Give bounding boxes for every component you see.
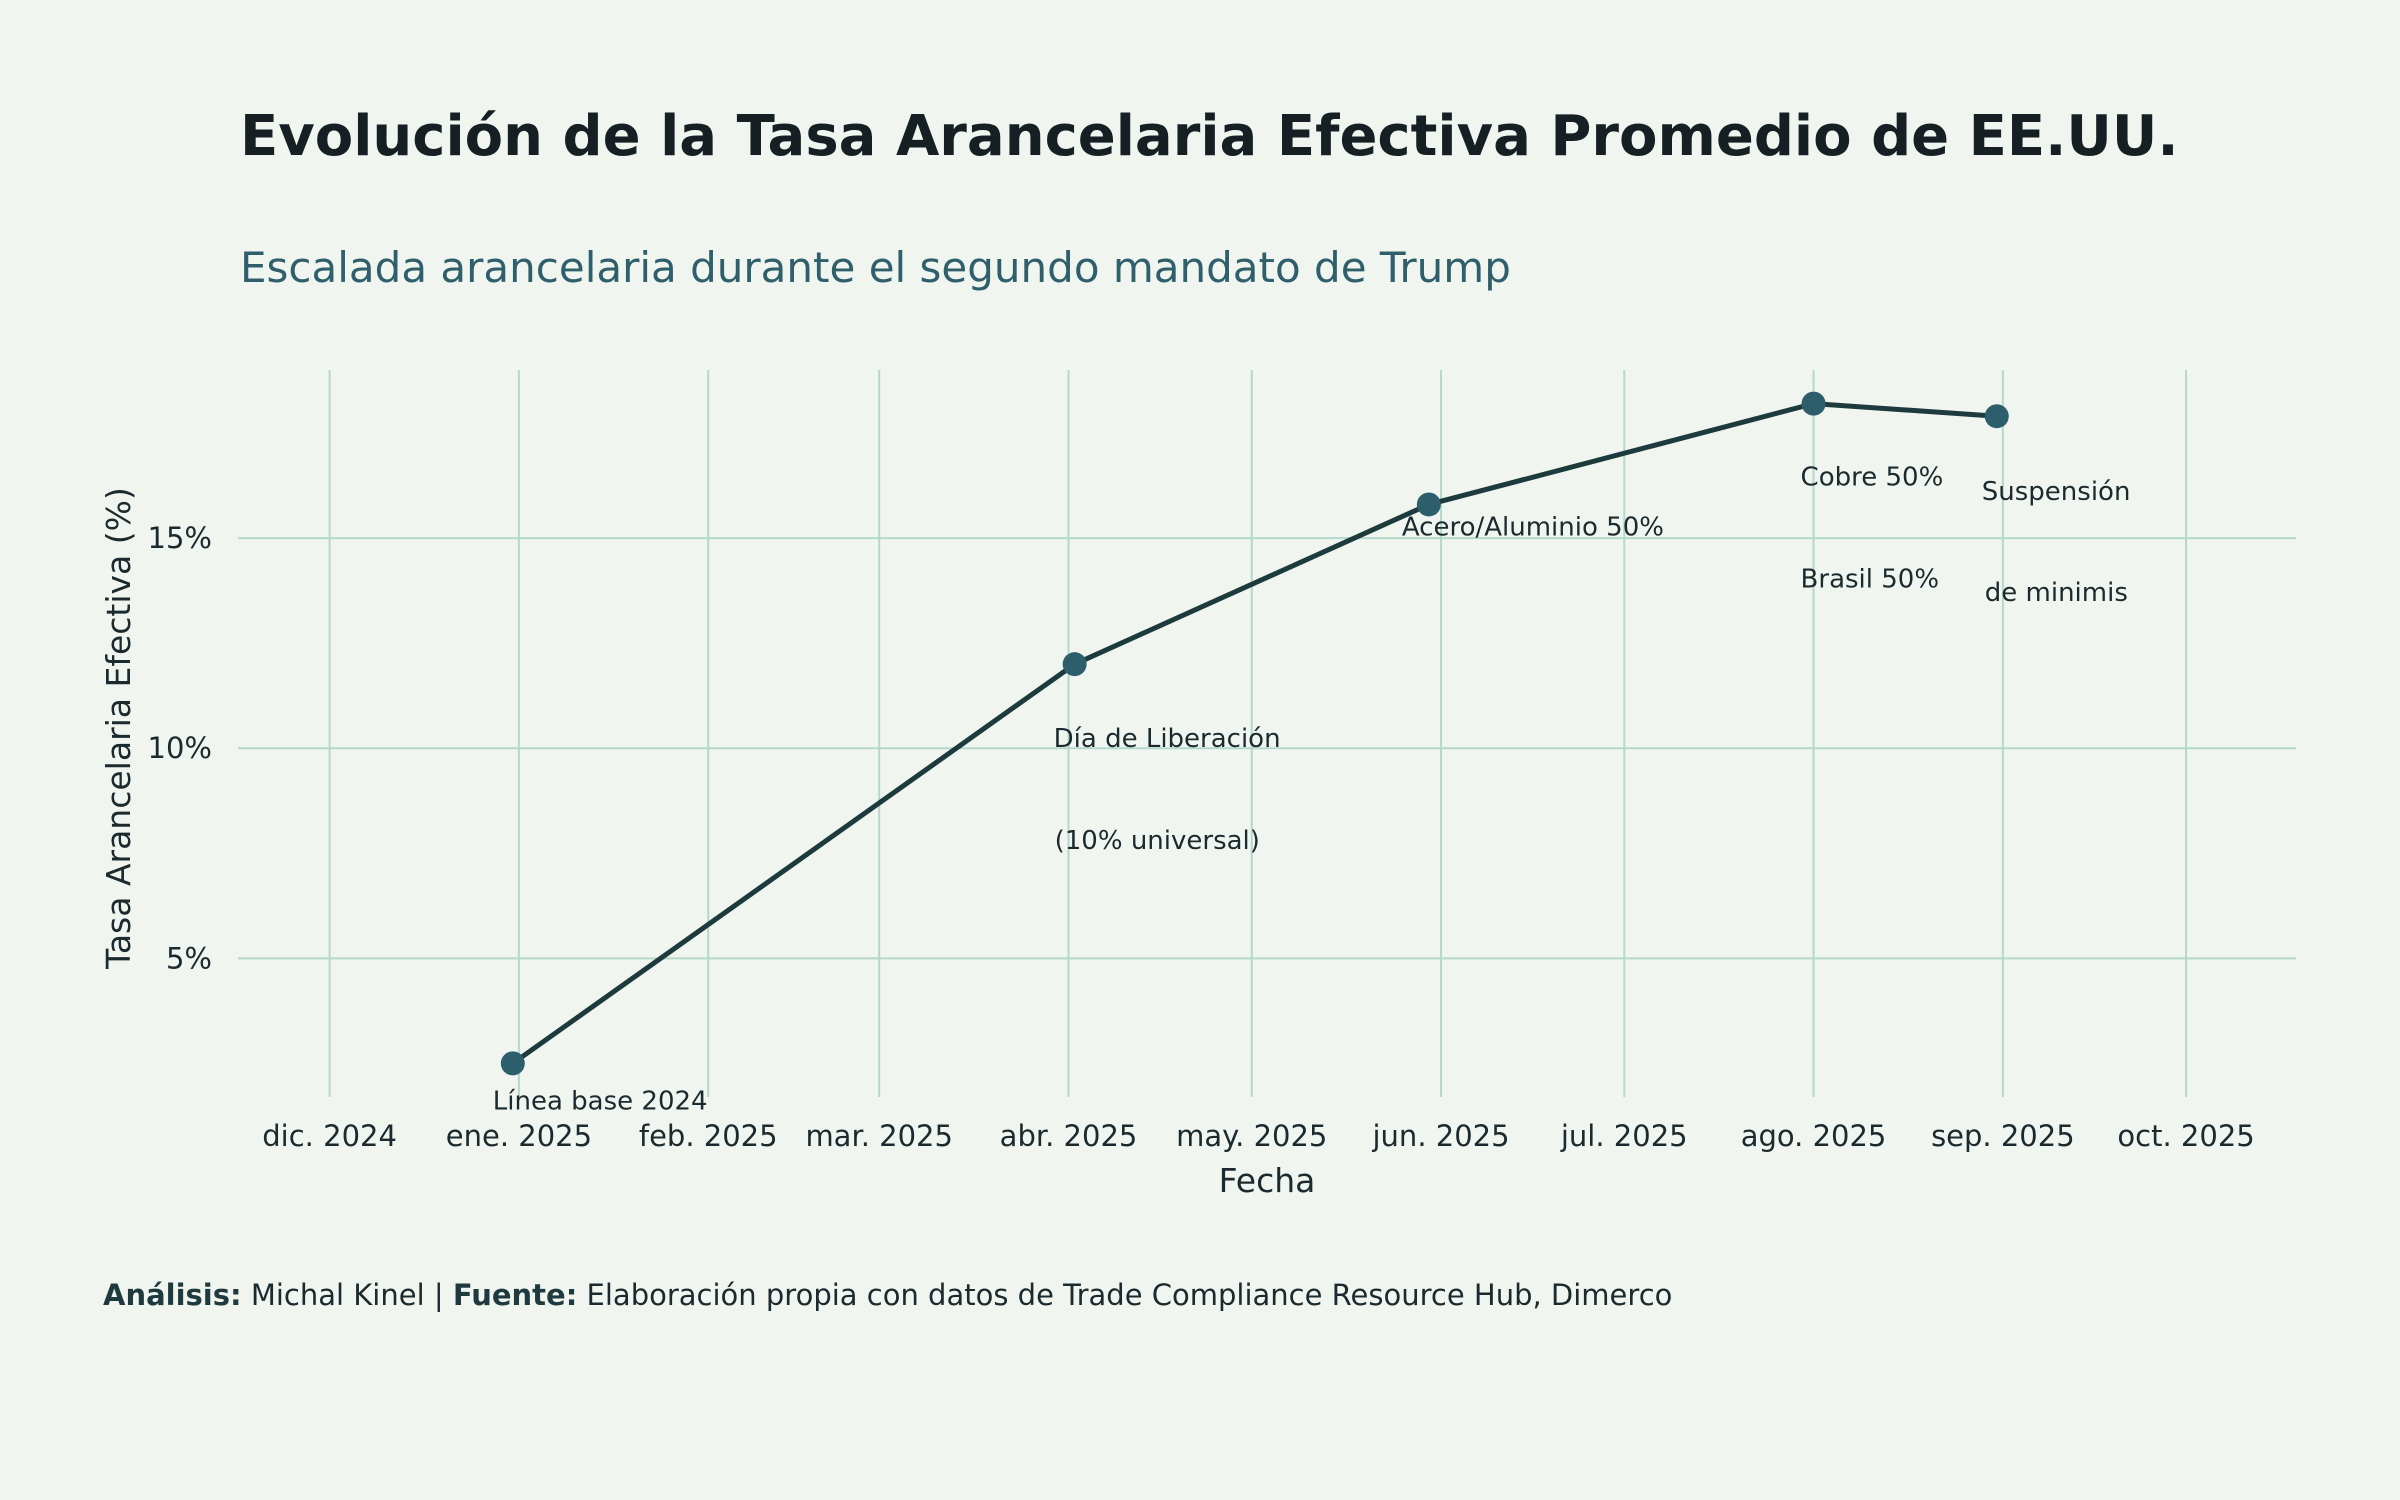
footer-credits: Análisis: Michal Kinel | Fuente: Elabora… — [103, 1278, 1672, 1312]
x-tick-label: jul. 2025 — [1560, 1119, 1688, 1153]
data-point — [1984, 404, 2009, 429]
x-axis-ticks: dic. 2024 ene. 2025 feb. 2025 mar. 2025 abr.… — [262, 1119, 2254, 1153]
y-tick-label: 15% — [148, 521, 212, 555]
x-tick-label: mar. 2025 — [805, 1119, 953, 1153]
y-tick-label: 10% — [148, 731, 212, 765]
annotation-label: Cobre 50% — [1801, 463, 1944, 493]
chart-subtitle: Escalada arancelaria durante el segundo … — [240, 243, 1511, 292]
x-tick-label: abr. 2025 — [1000, 1119, 1138, 1153]
footer-analysis-value: Michal Kinel — [251, 1278, 425, 1312]
data-point — [1062, 652, 1087, 677]
footer-analysis-label: Análisis: — [103, 1278, 242, 1312]
annotation-label: Brasil 50% — [1801, 565, 1940, 595]
x-axis-title: Fecha — [1219, 1161, 1316, 1200]
annotation-label: Acero/Aluminio 50% — [1402, 512, 1664, 542]
x-tick-label: ago. 2025 — [1741, 1119, 1887, 1153]
data-point — [1801, 391, 1826, 416]
x-tick-label: may. 2025 — [1176, 1119, 1327, 1153]
x-tick-label: dic. 2024 — [262, 1119, 397, 1153]
x-tick-label: jun. 2025 — [1372, 1119, 1510, 1153]
y-axis-title: Tasa Arancelaria Efectiva (%) — [99, 487, 138, 970]
y-tick-label: 5% — [166, 941, 212, 975]
x-tick-label: ene. 2025 — [446, 1119, 592, 1153]
x-tick-label: sep. 2025 — [1931, 1119, 2075, 1153]
data-point — [1416, 492, 1441, 517]
series — [500, 391, 2009, 1076]
footer-source-value: Elaboración propia con datos de Trade Co… — [587, 1278, 1673, 1312]
grid — [238, 370, 2296, 1097]
footer-source-label: Fuente: — [453, 1278, 577, 1312]
footer-separator: | — [434, 1278, 444, 1312]
annotation-label: Línea base 2024 — [493, 1086, 708, 1116]
annotation-label: Suspensión — [1982, 477, 2131, 507]
x-tick-label: feb. 2025 — [639, 1119, 778, 1153]
y-axis-ticks: 5% 10% 15% — [148, 521, 212, 975]
chart-title: Evolución de la Tasa Arancelaria Efectiv… — [240, 104, 2179, 169]
data-point — [500, 1051, 525, 1076]
annotations: Línea base 2024 Día de Liberación (10% uni… — [493, 463, 2131, 1117]
annotation-label: (10% universal) — [1055, 826, 1260, 856]
annotation-label: de minimis — [1985, 578, 2128, 608]
x-tick-label: oct. 2025 — [2117, 1119, 2254, 1153]
annotation-label: Día de Liberación — [1054, 724, 1281, 754]
